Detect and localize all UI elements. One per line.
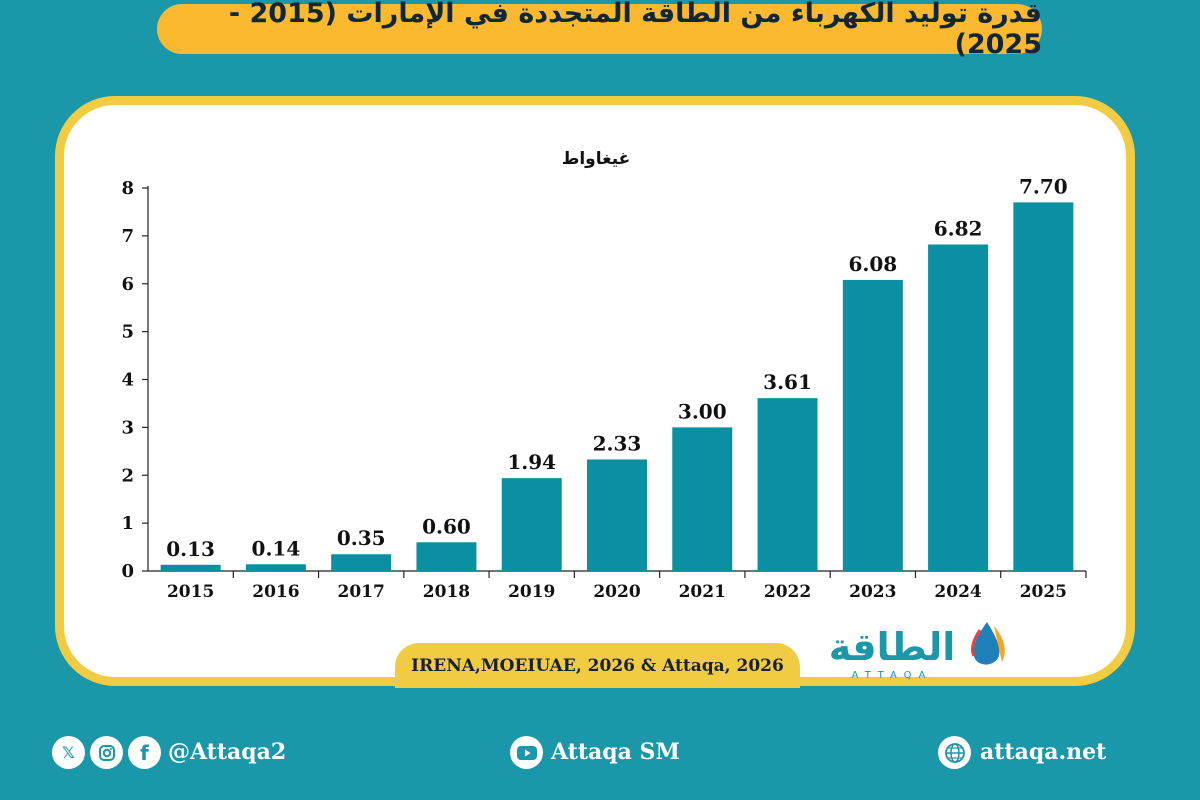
bar (842, 279, 903, 571)
bar (501, 478, 562, 571)
x-tick-label: 2021 (679, 582, 726, 602)
youtube-label[interactable]: Attaqa SM (551, 739, 680, 765)
y-tick-label: 6 (121, 274, 134, 295)
bar (1013, 202, 1074, 572)
instagram-icon[interactable] (90, 736, 123, 769)
bar (160, 564, 221, 571)
y-tick-label: 4 (121, 370, 134, 391)
y-tick-label: 1 (121, 513, 134, 534)
youtube-icon[interactable] (510, 736, 543, 769)
x-tick-label: 2023 (849, 582, 896, 602)
bar-value-label: 0.13 (166, 537, 215, 561)
bar (587, 459, 647, 571)
source-tab: IRENA,MOEIUAE, 2026 & Attaqa, 2026 (395, 643, 800, 688)
website-link[interactable]: attaqa.net (980, 739, 1107, 765)
x-tick-label: 2020 (593, 582, 640, 602)
x-tick-label: 2018 (423, 582, 470, 602)
x-tick-label: 2022 (764, 582, 811, 602)
x-icon[interactable]: 𝕏 (52, 736, 85, 769)
drop-icon (970, 622, 1005, 665)
bar (928, 244, 989, 571)
x-tick-label: 2019 (508, 582, 555, 602)
chart-title: قدرة توليد الكهرباء من الطاقة المتجددة ف… (228, 0, 1042, 60)
x-tick-label: 2015 (167, 582, 214, 602)
bar-value-label: 0.14 (252, 536, 301, 560)
bar-value-label: 6.82 (934, 216, 983, 240)
footer: 𝕏 f @Attaqa2 Attaqa SM attaqa.net (0, 728, 1200, 788)
y-tick-label: 3 (121, 417, 134, 438)
x-tick-label: 2017 (338, 582, 385, 602)
bar (757, 398, 818, 571)
x-tick-label: 2024 (934, 582, 981, 602)
bar (245, 564, 306, 571)
y-tick-label: 2 (121, 465, 134, 486)
bar-value-label: 3.61 (763, 370, 812, 394)
bar (331, 554, 392, 571)
social-handle[interactable]: @Attaqa2 (168, 739, 287, 765)
x-tick-label: 2016 (252, 582, 299, 602)
logo-latin-text: ATTAQA (852, 670, 933, 681)
title-bar: قدرة توليد الكهرباء من الطاقة المتجددة ف… (157, 0, 1042, 60)
bar-value-label: 7.70 (1019, 174, 1068, 198)
y-axis-label: غيغاواط (562, 149, 631, 169)
bar (672, 427, 733, 571)
y-tick-label: 7 (121, 226, 134, 247)
y-tick-label: 5 (121, 322, 134, 343)
bar-chart: غيغاواط 0 1 2 3 4 5 6 7 8 2015 2016 2017 2018 2019 202… (121, 149, 1087, 602)
bar-value-label: 0.35 (337, 526, 386, 550)
globe-icon[interactable] (938, 736, 971, 769)
attaqa-logo: الطاقة ATTAQA (829, 622, 1005, 681)
facebook-icon[interactable]: f (128, 736, 161, 769)
bar-value-label: 3.00 (678, 399, 727, 423)
bar-value-label: 1.94 (507, 450, 556, 474)
logo-arabic-text: الطاقة (829, 625, 956, 669)
y-tick-label: 0 (121, 561, 134, 582)
bar-value-label: 0.60 (422, 514, 471, 538)
bar (416, 542, 477, 571)
bar-value-label: 2.33 (593, 431, 642, 455)
bar-value-label: 6.08 (848, 252, 897, 276)
x-tick-label: 2025 (1020, 582, 1067, 602)
y-tick-label: 8 (121, 178, 134, 199)
source-text: IRENA,MOEIUAE, 2026 & Attaqa, 2026 (411, 655, 784, 676)
